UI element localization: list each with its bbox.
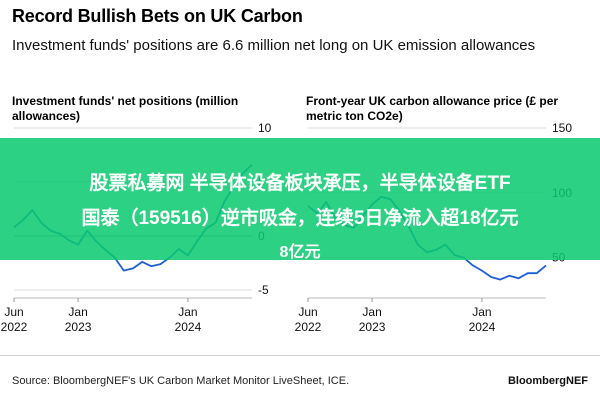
y-tick-label: 10 <box>258 121 272 135</box>
banner-line-3[interactable]: 8亿元 <box>279 244 321 261</box>
x-tick-year: 2024 <box>469 320 496 334</box>
promo-banner[interactable] <box>0 138 600 260</box>
banner-line-1[interactable]: 股票私募网 半导体设备板块承压，半导体设备ETF <box>89 173 511 194</box>
y-tick-label: 150 <box>552 121 572 135</box>
x-tick-label: Jun <box>298 305 317 319</box>
x-tick-label: Jan <box>68 305 87 319</box>
x-tick-label: Jan <box>362 305 381 319</box>
x-tick-label: Jun <box>4 305 23 319</box>
left-panel-title: Investment funds' net positions (million… <box>12 94 239 123</box>
x-tick-year: 2022 <box>1 320 28 334</box>
brand-logo: BloombergNEF <box>507 375 588 387</box>
banner-line-2[interactable]: 国泰（159516）逆市吸金，连续5日净流入超18亿元 <box>81 208 519 229</box>
source-note: Source: BloombergNEF's UK Carbon Market … <box>12 375 350 387</box>
x-tick-label: Jan <box>472 305 491 319</box>
chart-subtitle: Investment funds' positions are 6.6 mill… <box>12 37 536 54</box>
x-tick-year: 2023 <box>359 320 386 334</box>
x-tick-year: 2022 <box>295 320 322 334</box>
x-tick-year: 2024 <box>175 320 202 334</box>
footer-divider <box>0 355 600 356</box>
y-tick-label: -5 <box>258 283 269 297</box>
x-tick-year: 2023 <box>65 320 92 334</box>
x-tick-label: Jan <box>178 305 197 319</box>
right-panel-title: Front-year UK carbon allowance price (£ … <box>306 94 559 123</box>
chart-title: Record Bullish Bets on UK Carbon <box>12 6 303 26</box>
